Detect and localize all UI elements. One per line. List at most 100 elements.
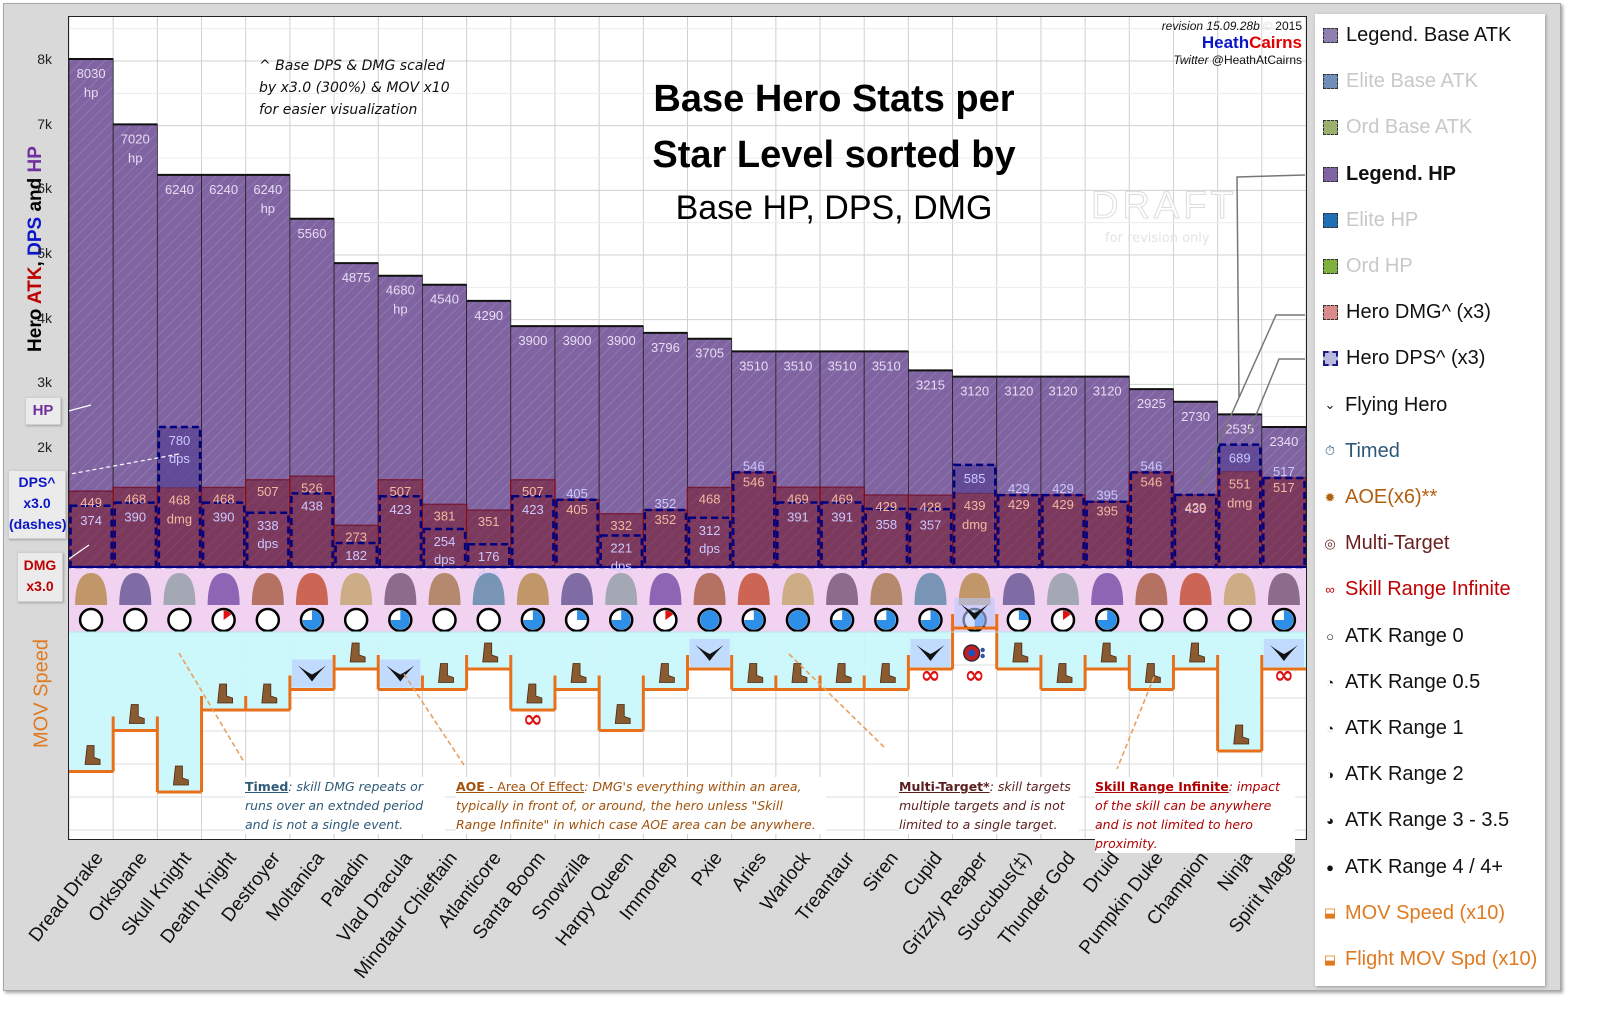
legend-item[interactable]: ⬓Flight MOV Spd (x10) — [1323, 948, 1537, 971]
dps-value-label: 405 — [566, 486, 588, 501]
legend-item[interactable]: Legend. HP — [1323, 163, 1456, 186]
legend: Legend. Base ATK Elite Base ATK Ord Base A… — [1315, 14, 1545, 986]
legend-item[interactable]: ⌄Flying Hero — [1323, 394, 1447, 417]
legend-item[interactable]: Ord HP — [1323, 255, 1413, 278]
dps-value-label: 358 — [875, 517, 897, 532]
legend-item[interactable]: ◔ATK Range 1 — [1323, 717, 1464, 740]
note-timed: Timed: skill DMG repeats or runs over an… — [245, 777, 445, 834]
dmg-value-label: 546 — [1141, 474, 1163, 489]
infinity-icon: ∞ — [1323, 582, 1337, 597]
legend-item[interactable]: Hero DPS^ (x3) — [1323, 347, 1485, 370]
hp-value-label: 4290 — [474, 308, 503, 323]
mov-speed-icon: ⬓ — [1323, 905, 1337, 921]
flying-highlight — [380, 660, 420, 688]
dmg-value-label: 469 — [787, 491, 809, 506]
legend-label: ATK Range 3 - 3.5 — [1345, 809, 1509, 832]
atk-range-icon — [345, 609, 367, 631]
hp-value-label: 3510 — [739, 358, 768, 373]
dps-value-label: 254 — [434, 534, 456, 549]
dmg-value-label: 395 — [1096, 504, 1118, 519]
dmg-value-label: 507 — [257, 484, 279, 499]
legend-item[interactable]: Elite Base ATK — [1323, 70, 1478, 93]
dmg-value-label: 429 — [1008, 497, 1030, 512]
dps-value-label: 689 — [1229, 451, 1251, 466]
dmg-unit-label: dmg — [1227, 495, 1252, 510]
flying-highlight — [1264, 639, 1304, 667]
hp-value-label: 3510 — [828, 358, 857, 373]
dps-value-label: 517 — [1273, 464, 1295, 479]
hp-value-label: 3120 — [960, 384, 989, 399]
dmg-value-label: 517 — [1273, 480, 1295, 495]
twitter-handle[interactable]: @HeathAtCairns — [1212, 53, 1302, 67]
dmg-value-label: 332 — [610, 518, 632, 533]
y-tick-label: 8k — [4, 51, 52, 67]
atk-range-2-icon: ◑ — [1323, 767, 1337, 782]
hp-value-label: 3796 — [651, 340, 680, 355]
hp-value-label: 6240 — [209, 182, 238, 197]
atk-range-1-icon: ◔ — [1323, 721, 1337, 736]
legend-item[interactable]: ∞ Skill Range Infinite — [1323, 578, 1511, 601]
dps-value-label: 221 — [610, 540, 632, 555]
hp-value-label: 4540 — [430, 292, 459, 307]
legend-item[interactable]: ●ATK Range 4 / 4+ — [1323, 856, 1503, 879]
y-tick-label: 4k — [4, 310, 52, 326]
legend-label: Timed — [1345, 440, 1400, 463]
legend-leader-line — [1237, 175, 1305, 397]
legend-label: Ord HP — [1346, 255, 1413, 278]
hp-unit-label: hp — [128, 150, 142, 165]
legend-label: ATK Range 4 / 4+ — [1345, 856, 1503, 879]
dps-value-label: 429 — [1052, 481, 1074, 496]
dps-value-label: 585 — [964, 471, 986, 486]
legend-item[interactable]: ◎Multi-Target — [1323, 532, 1449, 555]
legend-item[interactable]: ✹ AOE(x6)** — [1323, 486, 1437, 509]
hp-callout: HP — [25, 397, 61, 425]
hp-value-label: 6240 — [253, 182, 282, 197]
legend-item[interactable]: Hero DMG^ (x3) — [1323, 301, 1491, 324]
dmg-value-label: 526 — [301, 480, 323, 495]
aoe-burst-icon: ✹ — [1323, 490, 1337, 506]
flying-highlight — [910, 639, 950, 667]
legend-label: Flight MOV Spd (x10) — [1345, 948, 1537, 971]
dmg-value-label: 428 — [920, 499, 942, 514]
legend-item[interactable]: Elite HP — [1323, 209, 1418, 232]
legend-item[interactable]: ◔ATK Range 0.5 — [1323, 671, 1480, 694]
dps-value-label: 357 — [920, 517, 942, 532]
hp-value-label: 4680 — [386, 283, 415, 298]
legend-item[interactable]: ⏱Timed — [1323, 440, 1400, 463]
dps-value-label: 546 — [743, 458, 765, 473]
atk-range-icon — [1052, 609, 1074, 631]
target-dot — [980, 648, 984, 652]
legend-label: ATK Range 2 — [1345, 763, 1464, 786]
hp-unit-label: hp — [261, 201, 275, 216]
y-tick-label: 7k — [4, 116, 52, 132]
legend-item[interactable]: Ord Base ATK — [1323, 116, 1472, 139]
legend-item[interactable]: ◑ ATK Range 2 — [1323, 763, 1464, 786]
legend-swatch — [1323, 28, 1338, 43]
scale-note: ^ Base DPS & DMG scaled by x3.0 (300%) &… — [259, 55, 459, 121]
hp-bar — [334, 263, 378, 567]
hp-value-label: 3215 — [916, 377, 945, 392]
hp-value-label: 3120 — [1049, 384, 1078, 399]
dmg-value-label: 468 — [213, 492, 235, 507]
legend-swatch — [1323, 74, 1338, 89]
legend-label: Skill Range Infinite — [1345, 578, 1511, 601]
legend-label: Elite Base ATK — [1346, 70, 1478, 93]
atk-range-icon — [434, 609, 456, 631]
flying-highlight — [690, 639, 730, 667]
legend-label: AOE(x6)** — [1345, 486, 1437, 509]
mov-speed-axis-label: MOV Speed — [31, 624, 54, 764]
legend-item[interactable]: Legend. Base ATK — [1323, 24, 1511, 47]
hp-value-label: 2340 — [1269, 434, 1298, 449]
dmg-value-label: 429 — [1185, 500, 1207, 515]
legend-item[interactable]: ○ATK Range 0 — [1323, 625, 1464, 648]
dps-value-label: 395 — [1096, 488, 1118, 503]
legend-item[interactable]: ⬓MOV Speed (x10) — [1323, 902, 1505, 925]
dmg-value-label: 507 — [522, 484, 544, 499]
legend-item[interactable]: ◕ATK Range 3 - 3.5 — [1323, 809, 1509, 832]
dps-unit-label: dps — [169, 451, 190, 466]
dmg-value-label: 405 — [566, 502, 588, 517]
dps-value-label: 352 — [655, 496, 677, 511]
note-aoe: AOE - Area Of Effect: DMG's everything w… — [456, 777, 826, 834]
atk-range-icon — [257, 609, 279, 631]
atk-range-icon — [1185, 609, 1207, 631]
